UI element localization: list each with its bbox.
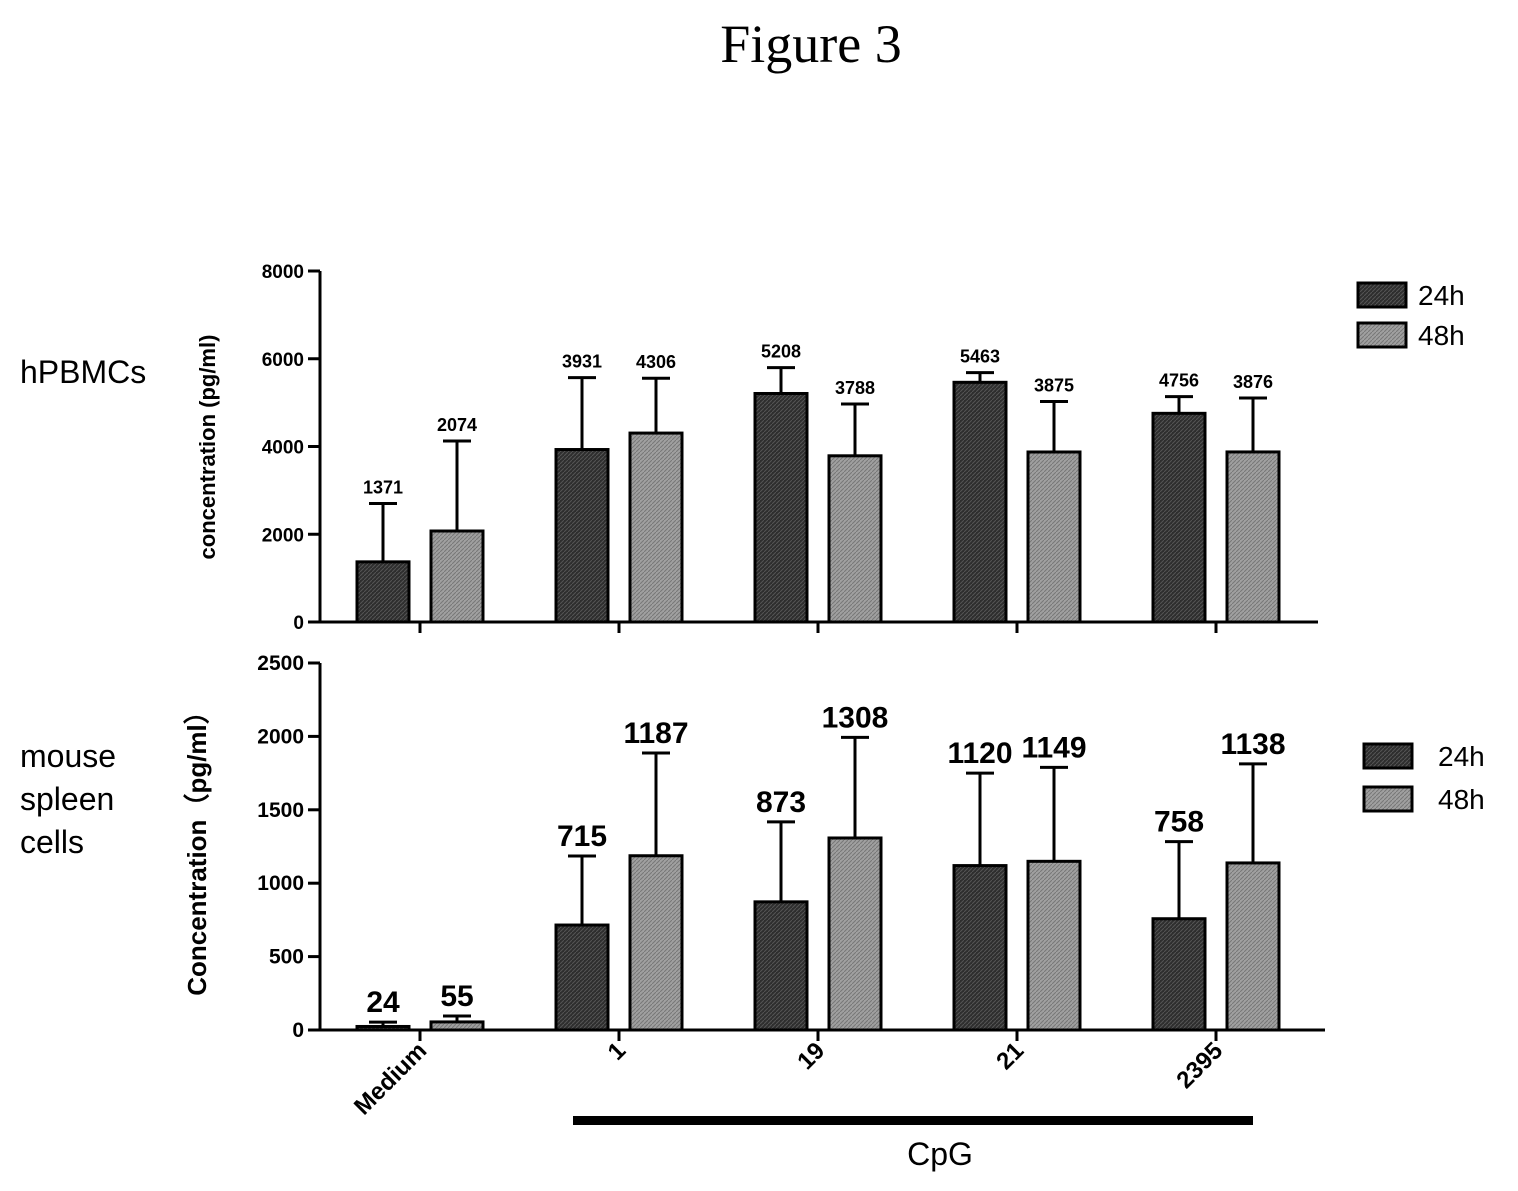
y-tick-label: 6000 bbox=[262, 350, 304, 371]
data-label: 1371 bbox=[363, 477, 403, 497]
data-label: 3788 bbox=[835, 378, 875, 398]
bar-24h-2395 bbox=[1151, 917, 1207, 1032]
data-label: 1149 bbox=[1021, 731, 1086, 764]
bar-48h-19 bbox=[827, 836, 883, 1032]
data-label: 1308 bbox=[822, 701, 889, 734]
data-label: 4756 bbox=[1159, 371, 1199, 391]
y-axis-label: concentration (pg/ml) bbox=[195, 335, 220, 560]
y-tick-label: 0 bbox=[293, 613, 304, 634]
figure-title: Figure 3 bbox=[720, 14, 902, 74]
y-tick-label: 4000 bbox=[262, 438, 304, 459]
y-tick-label: 2500 bbox=[257, 652, 304, 675]
category-label-21: 21 bbox=[991, 1037, 1029, 1075]
legend-label-48h: 48h bbox=[1438, 784, 1485, 815]
data-label: 2074 bbox=[437, 415, 477, 435]
chart-panel-mouse-spleen: 0 500 1000 1500 2000 2500 Concentration（pg/ml）… bbox=[182, 652, 1485, 1042]
y-tick-label: 2000 bbox=[257, 725, 304, 748]
y-axis-label: Concentration（pg/ml） bbox=[182, 698, 212, 996]
chart-panel-hpbmcs: 0 2000 4000 6000 8000 concentration (pg/ml) 13… bbox=[195, 262, 1465, 634]
y-tick-label: 0 bbox=[292, 1019, 304, 1042]
bar-24h-1 bbox=[554, 923, 610, 1032]
data-label: 873 bbox=[756, 786, 806, 819]
bar-24h-19 bbox=[753, 900, 809, 1032]
category-label-19: 19 bbox=[792, 1037, 830, 1075]
bar-24h-21 bbox=[952, 380, 1008, 624]
data-label: 4306 bbox=[636, 352, 676, 372]
cpg-group-label: CpG bbox=[907, 1136, 973, 1172]
bar-24h-21 bbox=[952, 864, 1008, 1032]
row-label-mouse: mouse bbox=[20, 738, 116, 774]
data-label: 5463 bbox=[960, 347, 1000, 367]
row-label-hpbmcs: hPBMCs bbox=[20, 354, 146, 390]
bar-48h-2395 bbox=[1225, 861, 1281, 1032]
legend-label-24h: 24h bbox=[1438, 741, 1485, 772]
bar-24h-2395 bbox=[1151, 411, 1207, 624]
data-label: 24 bbox=[366, 986, 400, 1019]
bar-48h-Medium bbox=[429, 529, 485, 624]
y-tick-label: 500 bbox=[269, 946, 304, 969]
cpg-group-bar bbox=[573, 1116, 1253, 1125]
data-label: 758 bbox=[1154, 806, 1204, 839]
bar-48h-1 bbox=[628, 854, 684, 1032]
y-tick-label: 1000 bbox=[257, 872, 304, 895]
data-label: 3931 bbox=[562, 352, 602, 372]
bar-48h-21 bbox=[1026, 450, 1082, 624]
legend-swatch-48h bbox=[1362, 785, 1414, 813]
data-label: 1120 bbox=[947, 737, 1012, 770]
bar-48h-1 bbox=[628, 431, 684, 624]
y-tick-label: 2000 bbox=[262, 525, 304, 546]
legend-label-24h: 24h bbox=[1418, 280, 1465, 311]
category-label-Medium: Medium bbox=[349, 1037, 432, 1120]
data-label: 1187 bbox=[623, 717, 688, 750]
data-label: 3875 bbox=[1034, 376, 1074, 396]
legend-swatch-24h bbox=[1356, 281, 1408, 309]
bar-24h-Medium bbox=[355, 1024, 411, 1032]
data-label: 3876 bbox=[1233, 372, 1273, 392]
bar-48h-19 bbox=[827, 454, 883, 624]
category-label-1: 1 bbox=[603, 1037, 632, 1066]
bar-48h-2395 bbox=[1225, 450, 1281, 624]
category-label-2395: 2395 bbox=[1171, 1037, 1228, 1094]
row-label-cells: cells bbox=[20, 824, 84, 860]
legend-swatch-24h bbox=[1362, 742, 1414, 770]
y-tick-label: 1500 bbox=[257, 799, 304, 822]
data-label: 715 bbox=[557, 820, 607, 853]
legend-swatch-48h bbox=[1356, 321, 1408, 349]
data-label: 1138 bbox=[1220, 728, 1285, 761]
bar-48h-Medium bbox=[429, 1020, 485, 1032]
y-tick-label: 8000 bbox=[262, 262, 304, 283]
bar-24h-19 bbox=[753, 391, 809, 624]
bar-24h-1 bbox=[554, 448, 610, 624]
category-axis-labels: Medium 1 19 21 2395 bbox=[349, 1037, 1228, 1120]
bar-48h-21 bbox=[1026, 859, 1082, 1032]
bar-24h-Medium bbox=[355, 560, 411, 624]
data-label: 5208 bbox=[761, 342, 801, 362]
data-label: 55 bbox=[440, 980, 473, 1013]
row-label-spleen: spleen bbox=[20, 781, 114, 817]
legend-label-48h: 48h bbox=[1418, 320, 1465, 351]
